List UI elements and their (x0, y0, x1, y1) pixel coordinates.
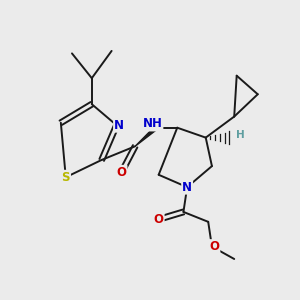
Text: O: O (209, 240, 219, 253)
Text: S: S (61, 171, 70, 184)
Text: H: H (236, 130, 245, 140)
Text: N: N (114, 119, 124, 132)
Text: O: O (154, 213, 164, 226)
Polygon shape (135, 126, 158, 146)
Text: O: O (116, 166, 127, 179)
Text: N: N (182, 181, 192, 194)
Text: NH: NH (142, 118, 162, 130)
